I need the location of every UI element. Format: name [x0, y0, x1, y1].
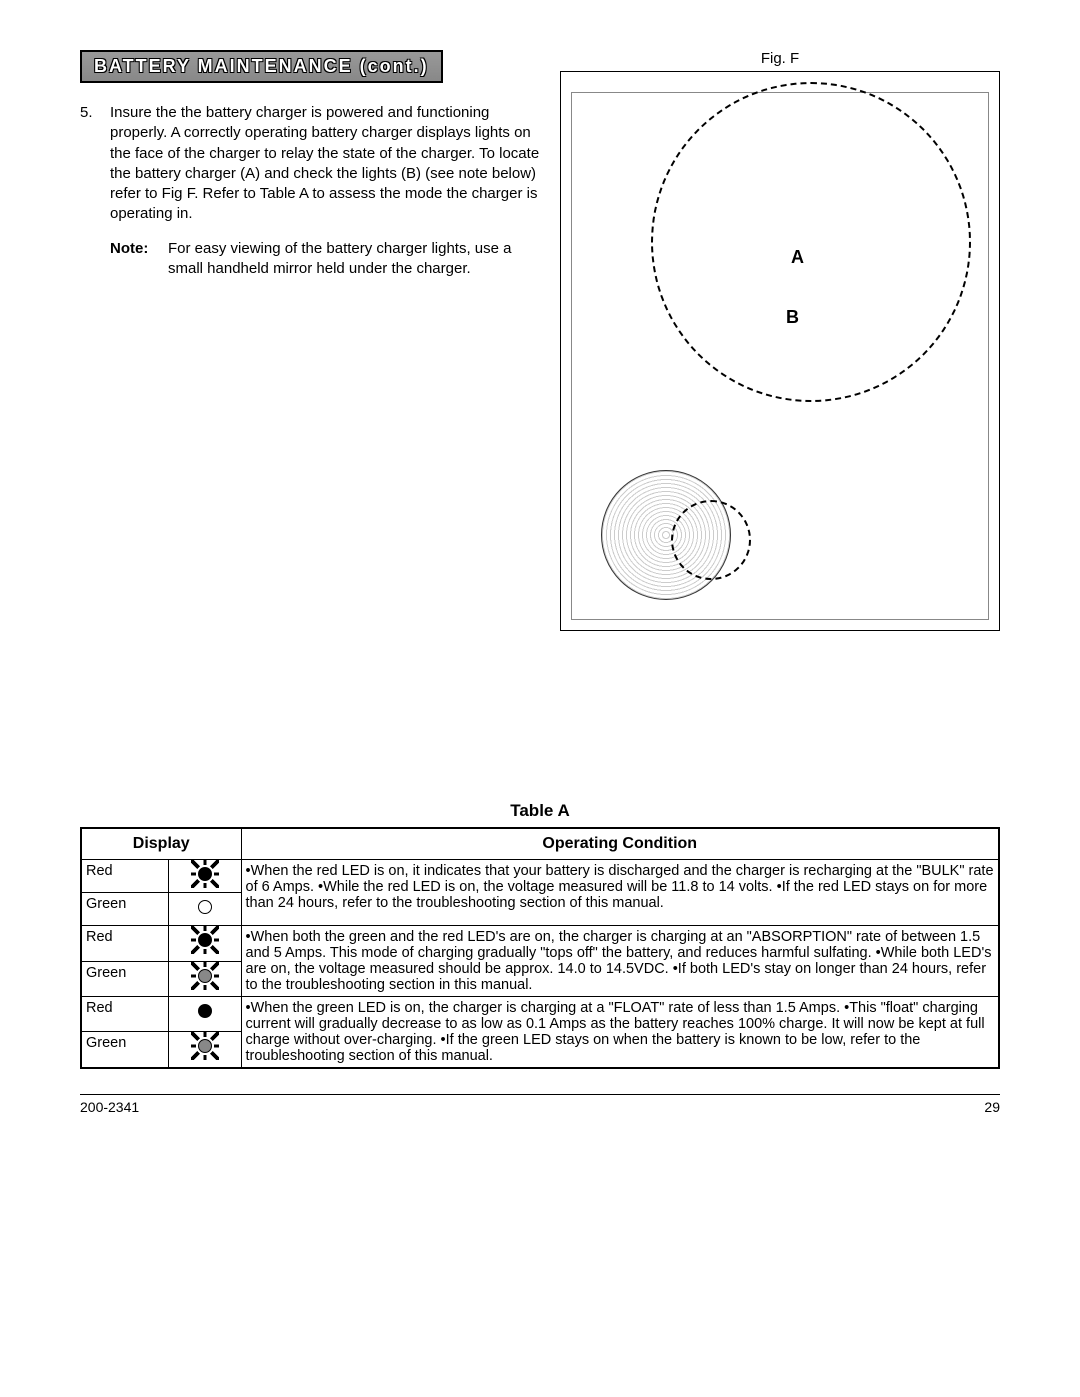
led-icon [168, 893, 241, 926]
red-label: Red [81, 926, 168, 962]
table-row: Red •When the red LED is on, it indicate… [81, 860, 999, 893]
page-footer: 200-2341 29 [80, 1094, 1000, 1115]
footer-left: 200-2341 [80, 1099, 139, 1115]
led-icon [168, 1032, 241, 1068]
condition-text: •When both the green and the red LED's a… [241, 926, 999, 997]
led-icon [168, 860, 241, 893]
table-a: Display Operating Condition Red •When th… [80, 827, 1000, 1069]
led-icon [168, 926, 241, 962]
callout-label-a: A [791, 247, 804, 268]
figure-label: Fig. F [560, 50, 1000, 67]
note-label: Note: [110, 239, 158, 280]
step-text: Insure the the battery charger is powere… [110, 103, 540, 225]
section-header: BATTERY MAINTENANCE (cont.) [80, 50, 443, 83]
green-label: Green [81, 893, 168, 926]
red-label: Red [81, 860, 168, 893]
led-icon [168, 997, 241, 1032]
note-block: Note: For easy viewing of the battery ch… [110, 239, 540, 280]
green-label: Green [81, 1032, 168, 1068]
condition-text: •When the green LED is on, the charger i… [241, 997, 999, 1069]
callout-circle-large [651, 82, 971, 402]
led-icon [168, 961, 241, 997]
red-label: Red [81, 997, 168, 1032]
header-display: Display [81, 828, 241, 860]
table-row: Red •When the green LED is on, the charg… [81, 997, 999, 1032]
green-label: Green [81, 961, 168, 997]
header-condition: Operating Condition [241, 828, 999, 860]
step-5: 5. Insure the the battery charger is pow… [80, 103, 540, 225]
table-title: Table A [80, 801, 1000, 821]
step-number: 5. [80, 103, 98, 225]
condition-text: •When the red LED is on, it indicates th… [241, 860, 999, 926]
figure-f: A B [560, 71, 1000, 631]
table-row: Red •When both the green and the red LED… [81, 926, 999, 962]
footer-right: 29 [984, 1099, 1000, 1115]
callout-circle-small [671, 500, 751, 580]
callout-label-b: B [786, 307, 799, 328]
note-text: For easy viewing of the battery charger … [168, 239, 540, 280]
